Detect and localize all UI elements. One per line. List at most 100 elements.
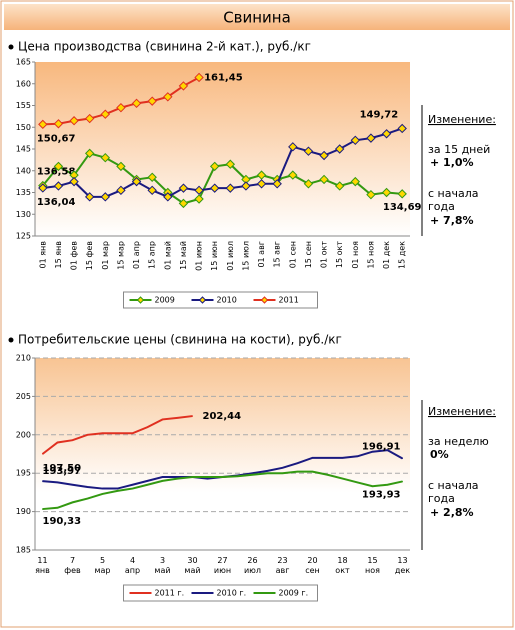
x-tick-label: 15 янв: [54, 241, 63, 269]
point: [147, 426, 148, 428]
point: [100, 192, 111, 202]
point: [57, 481, 58, 483]
point: [42, 508, 43, 510]
point: [350, 176, 361, 187]
point: [116, 102, 126, 113]
point: [53, 161, 64, 172]
point: [53, 119, 64, 129]
x-tick-label: 01 мар: [101, 241, 110, 270]
value-label: 196,91: [362, 442, 401, 453]
point: [178, 198, 189, 209]
x-tick-label: 18 окт: [335, 556, 350, 575]
bullet: [8, 44, 14, 50]
note: года: [428, 200, 455, 213]
point: [372, 485, 373, 487]
point: [131, 98, 142, 109]
point: [132, 432, 133, 434]
point: [297, 471, 298, 473]
note: Изменение:: [428, 113, 496, 126]
y-tick-label: 125: [16, 232, 31, 241]
legend-label: 2011: [279, 296, 299, 305]
point: [116, 185, 126, 196]
point: [303, 179, 314, 189]
x-tick-label: 01 фев: [70, 241, 79, 270]
point: [87, 434, 88, 436]
x-tick-label: 3 май: [154, 556, 170, 575]
legend-label: 2010: [217, 296, 237, 305]
y-tick-label: 205: [16, 392, 31, 401]
point: [397, 123, 407, 134]
value-label: 136,58: [37, 167, 76, 178]
point: [225, 183, 236, 193]
point: [132, 488, 133, 490]
point: [256, 179, 267, 189]
point: [116, 161, 126, 172]
point: [387, 484, 388, 486]
point: [209, 161, 220, 172]
x-tick-label: 13 дек: [395, 556, 410, 575]
point: [178, 81, 189, 91]
point: [131, 176, 142, 187]
legend-marker: [260, 296, 269, 304]
point: [366, 189, 376, 200]
value-label: 197,50: [43, 463, 82, 474]
point: [72, 484, 73, 486]
point: [147, 484, 148, 486]
x-tick-label: 01 апр: [132, 241, 141, 269]
x-tick-label: 20 сен: [305, 556, 320, 575]
point: [282, 467, 283, 469]
point: [177, 417, 178, 419]
chart-title: Потребительские цены (свинина на кости),…: [18, 333, 342, 347]
point: [53, 181, 64, 191]
legend-label: 2009 г.: [279, 589, 309, 598]
note: Изменение:: [428, 405, 496, 418]
point: [163, 192, 173, 202]
point: [387, 449, 388, 451]
point: [327, 474, 328, 476]
note: за 15 дней: [428, 143, 490, 156]
point: [312, 471, 313, 473]
x-tick-label: 4 апр: [125, 556, 140, 575]
x-tick-label: 15 мар: [116, 241, 125, 270]
point: [162, 418, 163, 420]
point: [69, 116, 79, 126]
x-tick-label: 01 сен: [288, 241, 297, 268]
value-label: 134,69: [383, 202, 422, 213]
y-tick-label: 150: [16, 123, 31, 132]
point: [102, 432, 103, 434]
y-tick-label: 160: [16, 79, 31, 88]
point: [147, 96, 157, 106]
note: + 1,0%: [430, 156, 474, 169]
point: [237, 475, 238, 477]
x-tick-label: 15 май: [179, 241, 188, 270]
value-label: 150,67: [37, 133, 76, 144]
point: [207, 476, 208, 478]
x-tick-label: 27 июн: [214, 556, 231, 575]
bullet: [8, 337, 14, 343]
x-tick-label: 30 май: [184, 556, 200, 575]
value-label: 136,04: [37, 197, 76, 208]
point: [194, 185, 204, 196]
value-label: 149,72: [360, 109, 399, 120]
point: [209, 183, 220, 193]
point: [147, 185, 157, 196]
value-label: 161,45: [204, 72, 243, 83]
y-tick-label: 135: [16, 188, 31, 197]
point: [342, 457, 343, 459]
point: [177, 476, 178, 478]
y-tick-label: 145: [16, 145, 31, 154]
y-tick-label: 140: [16, 166, 31, 175]
point: [372, 451, 373, 453]
y-tick-label: 210: [16, 354, 31, 363]
point: [194, 194, 204, 204]
x-tick-label: 15 дек: [398, 241, 407, 269]
point: [147, 480, 148, 482]
legend-label: 2011 г.: [155, 589, 185, 598]
note: за неделю: [428, 435, 489, 448]
point: [162, 476, 163, 478]
point: [132, 484, 133, 486]
point: [282, 472, 283, 474]
point: [357, 455, 358, 457]
plot-area: [35, 62, 410, 236]
x-tick-label: 15 фев: [85, 241, 94, 270]
